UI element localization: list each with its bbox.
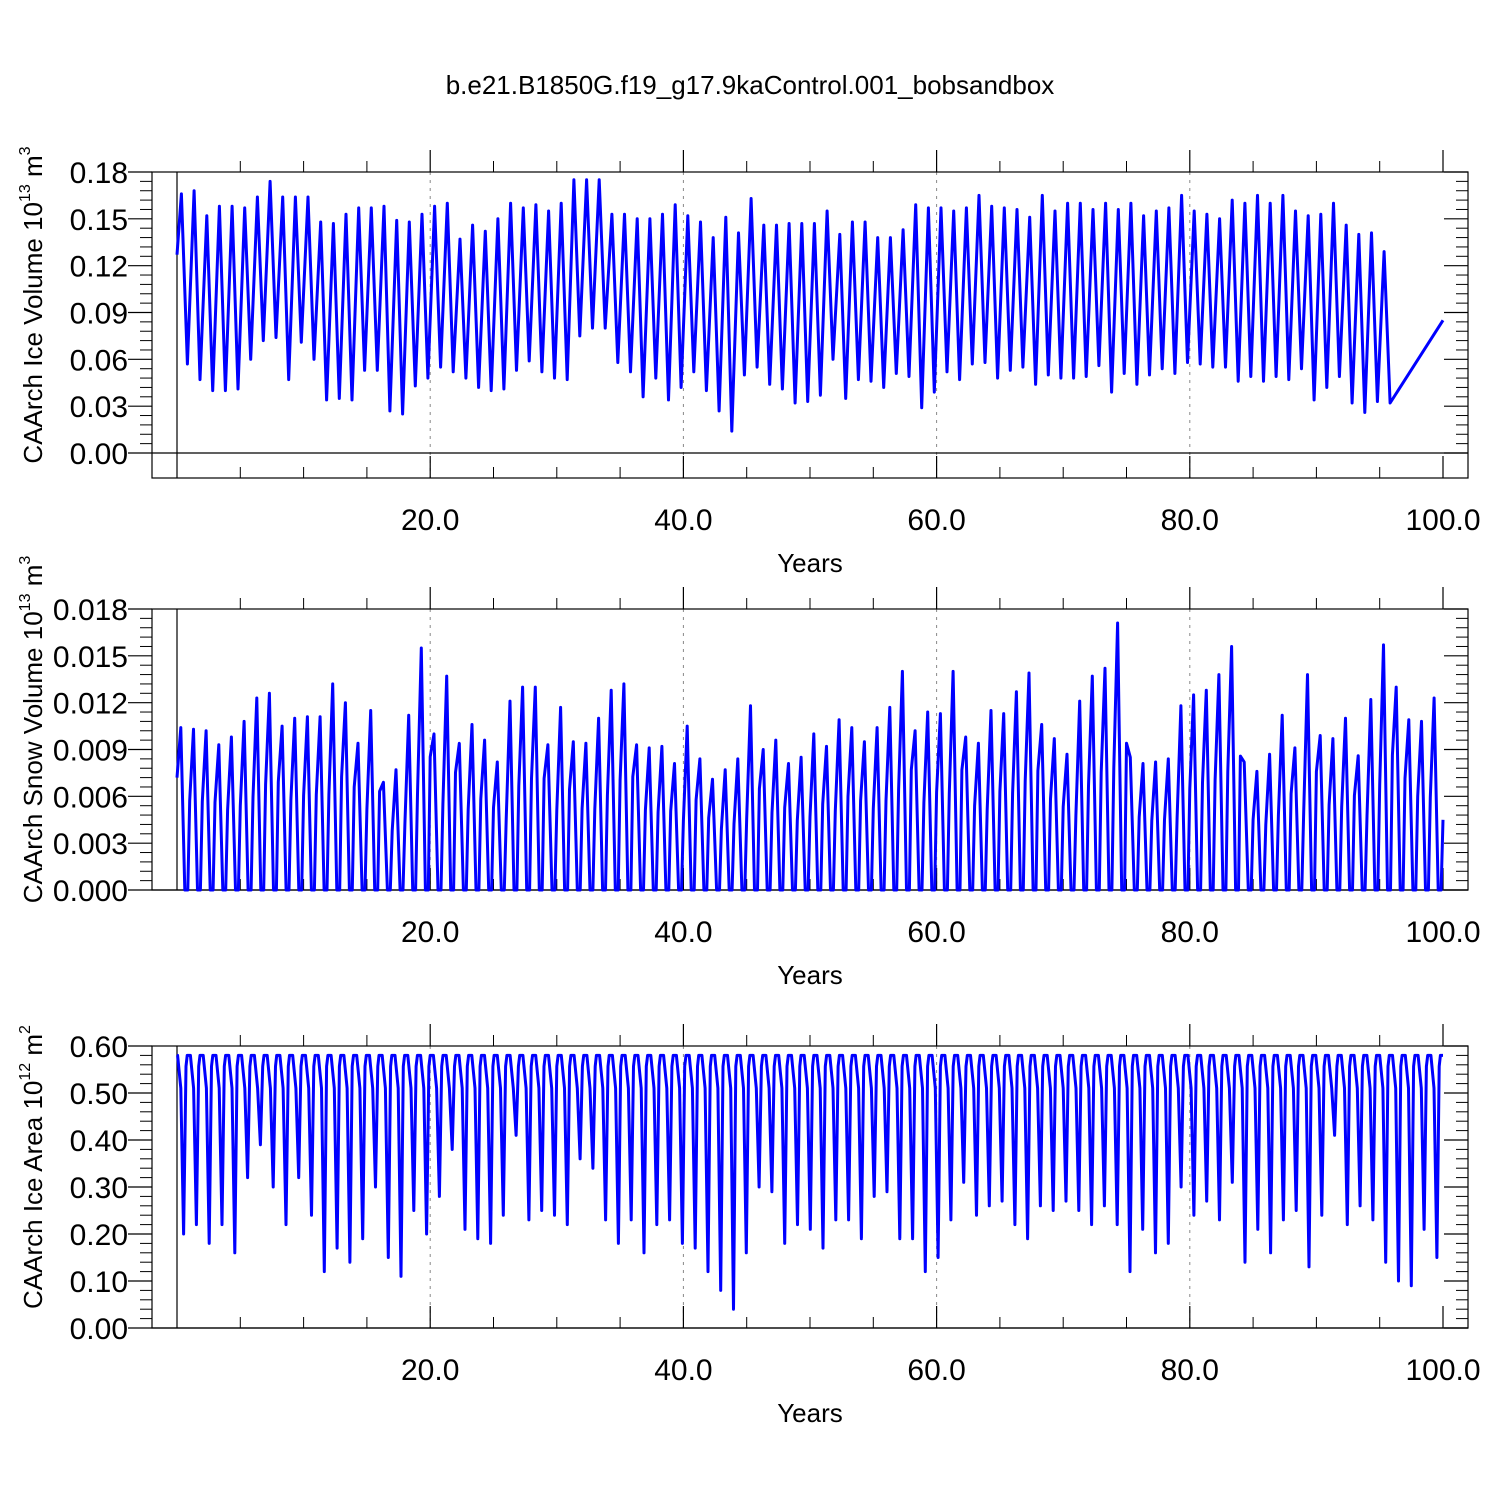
y-tick-label-4: 0.40	[70, 1125, 128, 1158]
series-line	[175, 178, 1445, 433]
y-axis-label-unit: m	[18, 565, 48, 594]
x-tick-label-0: 20.0	[401, 1354, 459, 1387]
y-axis-label: CAArch Ice Volume 1013 m3	[17, 146, 48, 463]
y-tick-label-6: 0.18	[70, 157, 128, 190]
y-axis-label-main: CAArch Snow Volume 10	[18, 611, 48, 903]
y-tick-label-3: 0.30	[70, 1172, 128, 1205]
y-tick-label-5: 0.015	[53, 641, 128, 674]
y-tick-label-0: 0.000	[53, 875, 128, 908]
y-axis-label-unit-exp: 3	[17, 556, 34, 565]
y-tick-label-2: 0.20	[70, 1219, 128, 1252]
x-tick-label-1: 40.0	[654, 916, 712, 949]
x-tick-label-1: 40.0	[654, 504, 712, 537]
y-axis-label-main: CAArch Ice Area 10	[18, 1081, 48, 1309]
y-tick-label-1: 0.03	[70, 391, 128, 424]
y-tick-label-5: 0.15	[70, 204, 128, 237]
x-tick-label-4: 100.0	[1405, 1354, 1480, 1387]
y-axis-label-unit-exp: 2	[17, 1025, 34, 1034]
y-tick-label-4: 0.12	[70, 251, 128, 284]
y-axis-label-exp: 12	[17, 1063, 34, 1081]
y-axis-label-main: CAArch Ice Volume 10	[18, 202, 48, 464]
y-tick-label-2: 0.006	[53, 781, 128, 814]
snow-volume-panel: 20.0 40.0 60.0 80.0 100.0 0.000 0.003 0.006 0.00…	[17, 556, 1481, 990]
x-tick-label-3: 80.0	[1161, 504, 1219, 537]
ice-area-panel: 20.0 40.0 60.0 80.0 100.0 0.00 0.10 0.20 0.30 0.4…	[17, 1024, 1481, 1428]
y-tick-label-0: 0.00	[70, 1313, 128, 1346]
y-tick-label-6: 0.60	[70, 1031, 128, 1064]
x-axis-label: Years	[777, 1398, 843, 1428]
y-axis-label-unit-exp: 3	[17, 146, 34, 155]
x-axis-label: Years	[777, 960, 843, 990]
x-tick-label-2: 60.0	[907, 916, 965, 949]
x-tick-label-2: 60.0	[907, 1354, 965, 1387]
y-axis-label: CAArch Ice Area 1012 m2	[17, 1025, 48, 1309]
series-line	[176, 1053, 1443, 1311]
x-tick-label-3: 80.0	[1161, 916, 1219, 949]
ice-volume-panel: 20.0 40.0 60.0 80.0 100.0 0.00 0.03 0.06 0.09 0.1…	[17, 146, 1481, 578]
y-tick-label-4: 0.012	[53, 688, 128, 721]
x-tick-label-0: 20.0	[401, 504, 459, 537]
y-axis-label-unit: m	[18, 155, 48, 184]
x-tick-label-4: 100.0	[1405, 916, 1480, 949]
y-tick-label-3: 0.009	[53, 735, 128, 768]
x-tick-label-1: 40.0	[654, 1354, 712, 1387]
series-line	[175, 621, 1445, 892]
x-tick-label-4: 100.0	[1405, 504, 1480, 537]
y-tick-label-5: 0.50	[70, 1078, 128, 1111]
y-tick-label-3: 0.09	[70, 298, 128, 331]
y-tick-label-1: 0.10	[70, 1266, 128, 1299]
x-axis-label: Years	[777, 548, 843, 578]
y-axis-label: CAArch Snow Volume 1013 m3	[17, 556, 48, 904]
y-axis-label-exp: 13	[17, 593, 34, 611]
y-tick-label-0: 0.00	[70, 438, 128, 471]
x-tick-label-3: 80.0	[1161, 1354, 1219, 1387]
y-axis-label-exp: 13	[17, 184, 34, 202]
page-title: b.e21.B1850G.f19_g17.9kaControl.001_bobs…	[445, 70, 1055, 100]
y-tick-label-1: 0.003	[53, 828, 128, 861]
y-tick-label-2: 0.06	[70, 344, 128, 377]
y-axis-label-unit: m	[18, 1034, 48, 1063]
y-tick-label-6: 0.018	[53, 594, 128, 627]
x-tick-label-2: 60.0	[907, 504, 965, 537]
x-tick-label-0: 20.0	[401, 916, 459, 949]
